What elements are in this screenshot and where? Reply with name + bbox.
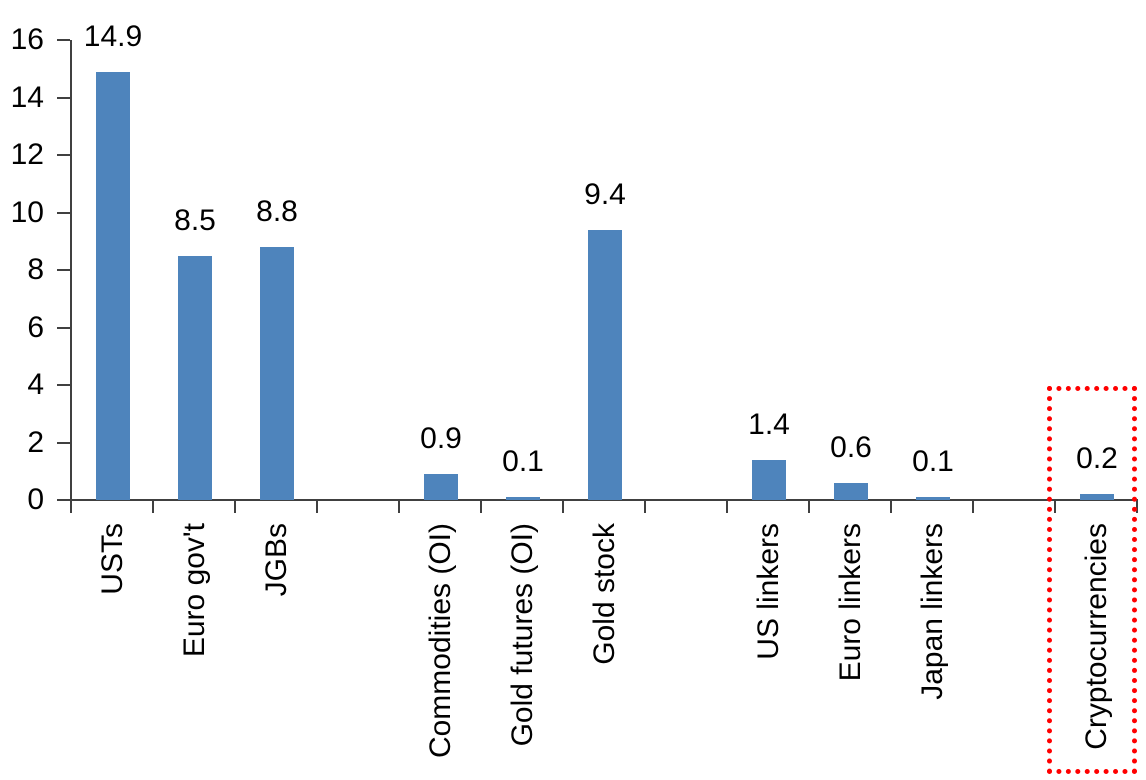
highlight-box-cryptocurrencies bbox=[1047, 386, 1137, 774]
y-tick bbox=[57, 96, 70, 99]
bar-value-label: 0.9 bbox=[420, 422, 462, 456]
x-category-label: US linkers bbox=[752, 523, 785, 660]
bar bbox=[752, 459, 786, 500]
y-tick bbox=[57, 441, 70, 444]
bar-value-label: 14.9 bbox=[83, 19, 143, 53]
x-tick bbox=[562, 500, 564, 513]
bar bbox=[834, 482, 868, 500]
y-tick-label: 10 bbox=[10, 195, 44, 229]
x-tick bbox=[234, 500, 236, 513]
x-category-label: Euro gov't bbox=[178, 523, 211, 658]
bar bbox=[260, 247, 294, 500]
bar bbox=[96, 71, 130, 500]
y-tick-label: 2 bbox=[27, 425, 44, 459]
x-tick bbox=[1054, 500, 1056, 513]
bar bbox=[916, 497, 950, 500]
y-axis-line bbox=[70, 40, 72, 502]
x-tick bbox=[644, 500, 646, 513]
bar-value-label: 8.8 bbox=[256, 195, 298, 228]
y-tick bbox=[57, 211, 70, 214]
y-tick bbox=[57, 269, 70, 271]
x-tick bbox=[808, 500, 810, 513]
y-tick-label: 0 bbox=[27, 483, 44, 516]
bar-value-label: 0.6 bbox=[830, 430, 872, 464]
x-tick bbox=[972, 500, 974, 513]
y-tick-label: 8 bbox=[27, 253, 44, 286]
bar bbox=[178, 255, 212, 500]
y-tick-label: 14 bbox=[10, 80, 44, 114]
x-category-label: Japan linkers bbox=[916, 523, 949, 700]
x-category-label: USTs bbox=[96, 523, 129, 595]
bar bbox=[1080, 494, 1114, 500]
bar-value-label: 0.2 bbox=[1076, 442, 1118, 476]
y-tick bbox=[57, 39, 70, 41]
x-tick bbox=[1136, 500, 1138, 513]
x-category-label: Euro linkers bbox=[834, 523, 867, 682]
bar-value-label: 0.1 bbox=[502, 445, 544, 479]
bar-value-label: 0.1 bbox=[912, 445, 954, 479]
x-category-label: Gold stock bbox=[588, 523, 621, 665]
x-axis-line bbox=[70, 499, 1138, 501]
y-tick bbox=[57, 154, 70, 156]
x-tick bbox=[70, 500, 72, 513]
bar bbox=[588, 229, 622, 500]
y-tick-label: 12 bbox=[10, 138, 44, 171]
bar-value-label: 1.4 bbox=[748, 407, 790, 441]
bar-value-label: 9.4 bbox=[584, 177, 626, 211]
x-tick bbox=[152, 500, 154, 513]
x-tick bbox=[480, 500, 482, 513]
bar bbox=[424, 474, 458, 500]
x-category-label: JGBs bbox=[260, 523, 293, 597]
x-tick bbox=[726, 500, 728, 513]
y-tick-label: 16 bbox=[10, 23, 44, 56]
bar-value-label: 8.5 bbox=[174, 203, 216, 237]
y-tick-label: 4 bbox=[27, 368, 44, 401]
x-category-label: Gold futures (OI) bbox=[506, 523, 539, 747]
y-tick bbox=[57, 499, 70, 501]
x-tick bbox=[316, 500, 318, 513]
bar bbox=[506, 497, 540, 500]
y-tick-label: 6 bbox=[27, 310, 44, 344]
x-tick bbox=[890, 500, 892, 513]
x-tick bbox=[398, 500, 400, 513]
x-category-label: Commodities (OI) bbox=[424, 523, 457, 759]
y-tick bbox=[57, 384, 70, 386]
y-tick bbox=[57, 326, 70, 329]
